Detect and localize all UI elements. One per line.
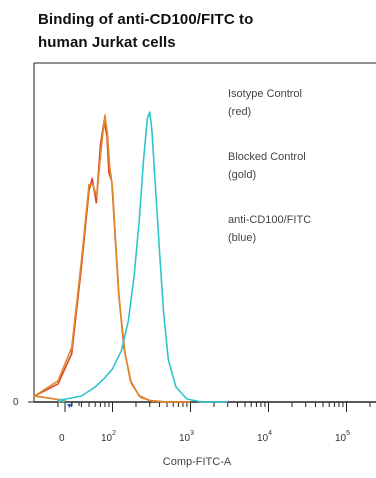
legend-item-3-line-1: anti-CD100/FITC xyxy=(228,214,311,226)
legend-item-1-line-1: Isotype Control xyxy=(228,88,302,100)
x-axis-label: Comp-FITC-A xyxy=(163,456,232,468)
legend-item-3-line-2: (blue) xyxy=(228,232,256,244)
origin-marker-icon xyxy=(67,404,72,408)
x-tick-label-2: 103 xyxy=(179,430,194,444)
chart-title-line-2: human Jurkat cells xyxy=(38,34,176,51)
series-blocked-control-line xyxy=(33,114,191,403)
x-tick-label-4: 105 xyxy=(335,430,350,444)
x-minor-ticks xyxy=(57,402,371,407)
x-tick-label-0: 0 xyxy=(59,433,65,444)
legend-item-2-line-1: Blocked Control xyxy=(228,151,306,163)
y-tick-label-0: 0 xyxy=(13,397,19,408)
series-anti-cd100-fitc-line xyxy=(57,111,228,403)
x-tick-label-1: 102 xyxy=(101,430,116,444)
legend-item-1-line-2: (red) xyxy=(228,106,251,118)
chart-title: Binding of anti-CD100/FITC to human Jurk… xyxy=(38,8,368,54)
series-isotype-control-line xyxy=(33,120,191,403)
x-major-ticks xyxy=(64,402,347,412)
x-tick-label-3: 104 xyxy=(257,430,272,444)
chart-title-line-1: Binding of anti-CD100/FITC to xyxy=(38,11,254,28)
legend-item-2-line-2: (gold) xyxy=(228,169,256,181)
